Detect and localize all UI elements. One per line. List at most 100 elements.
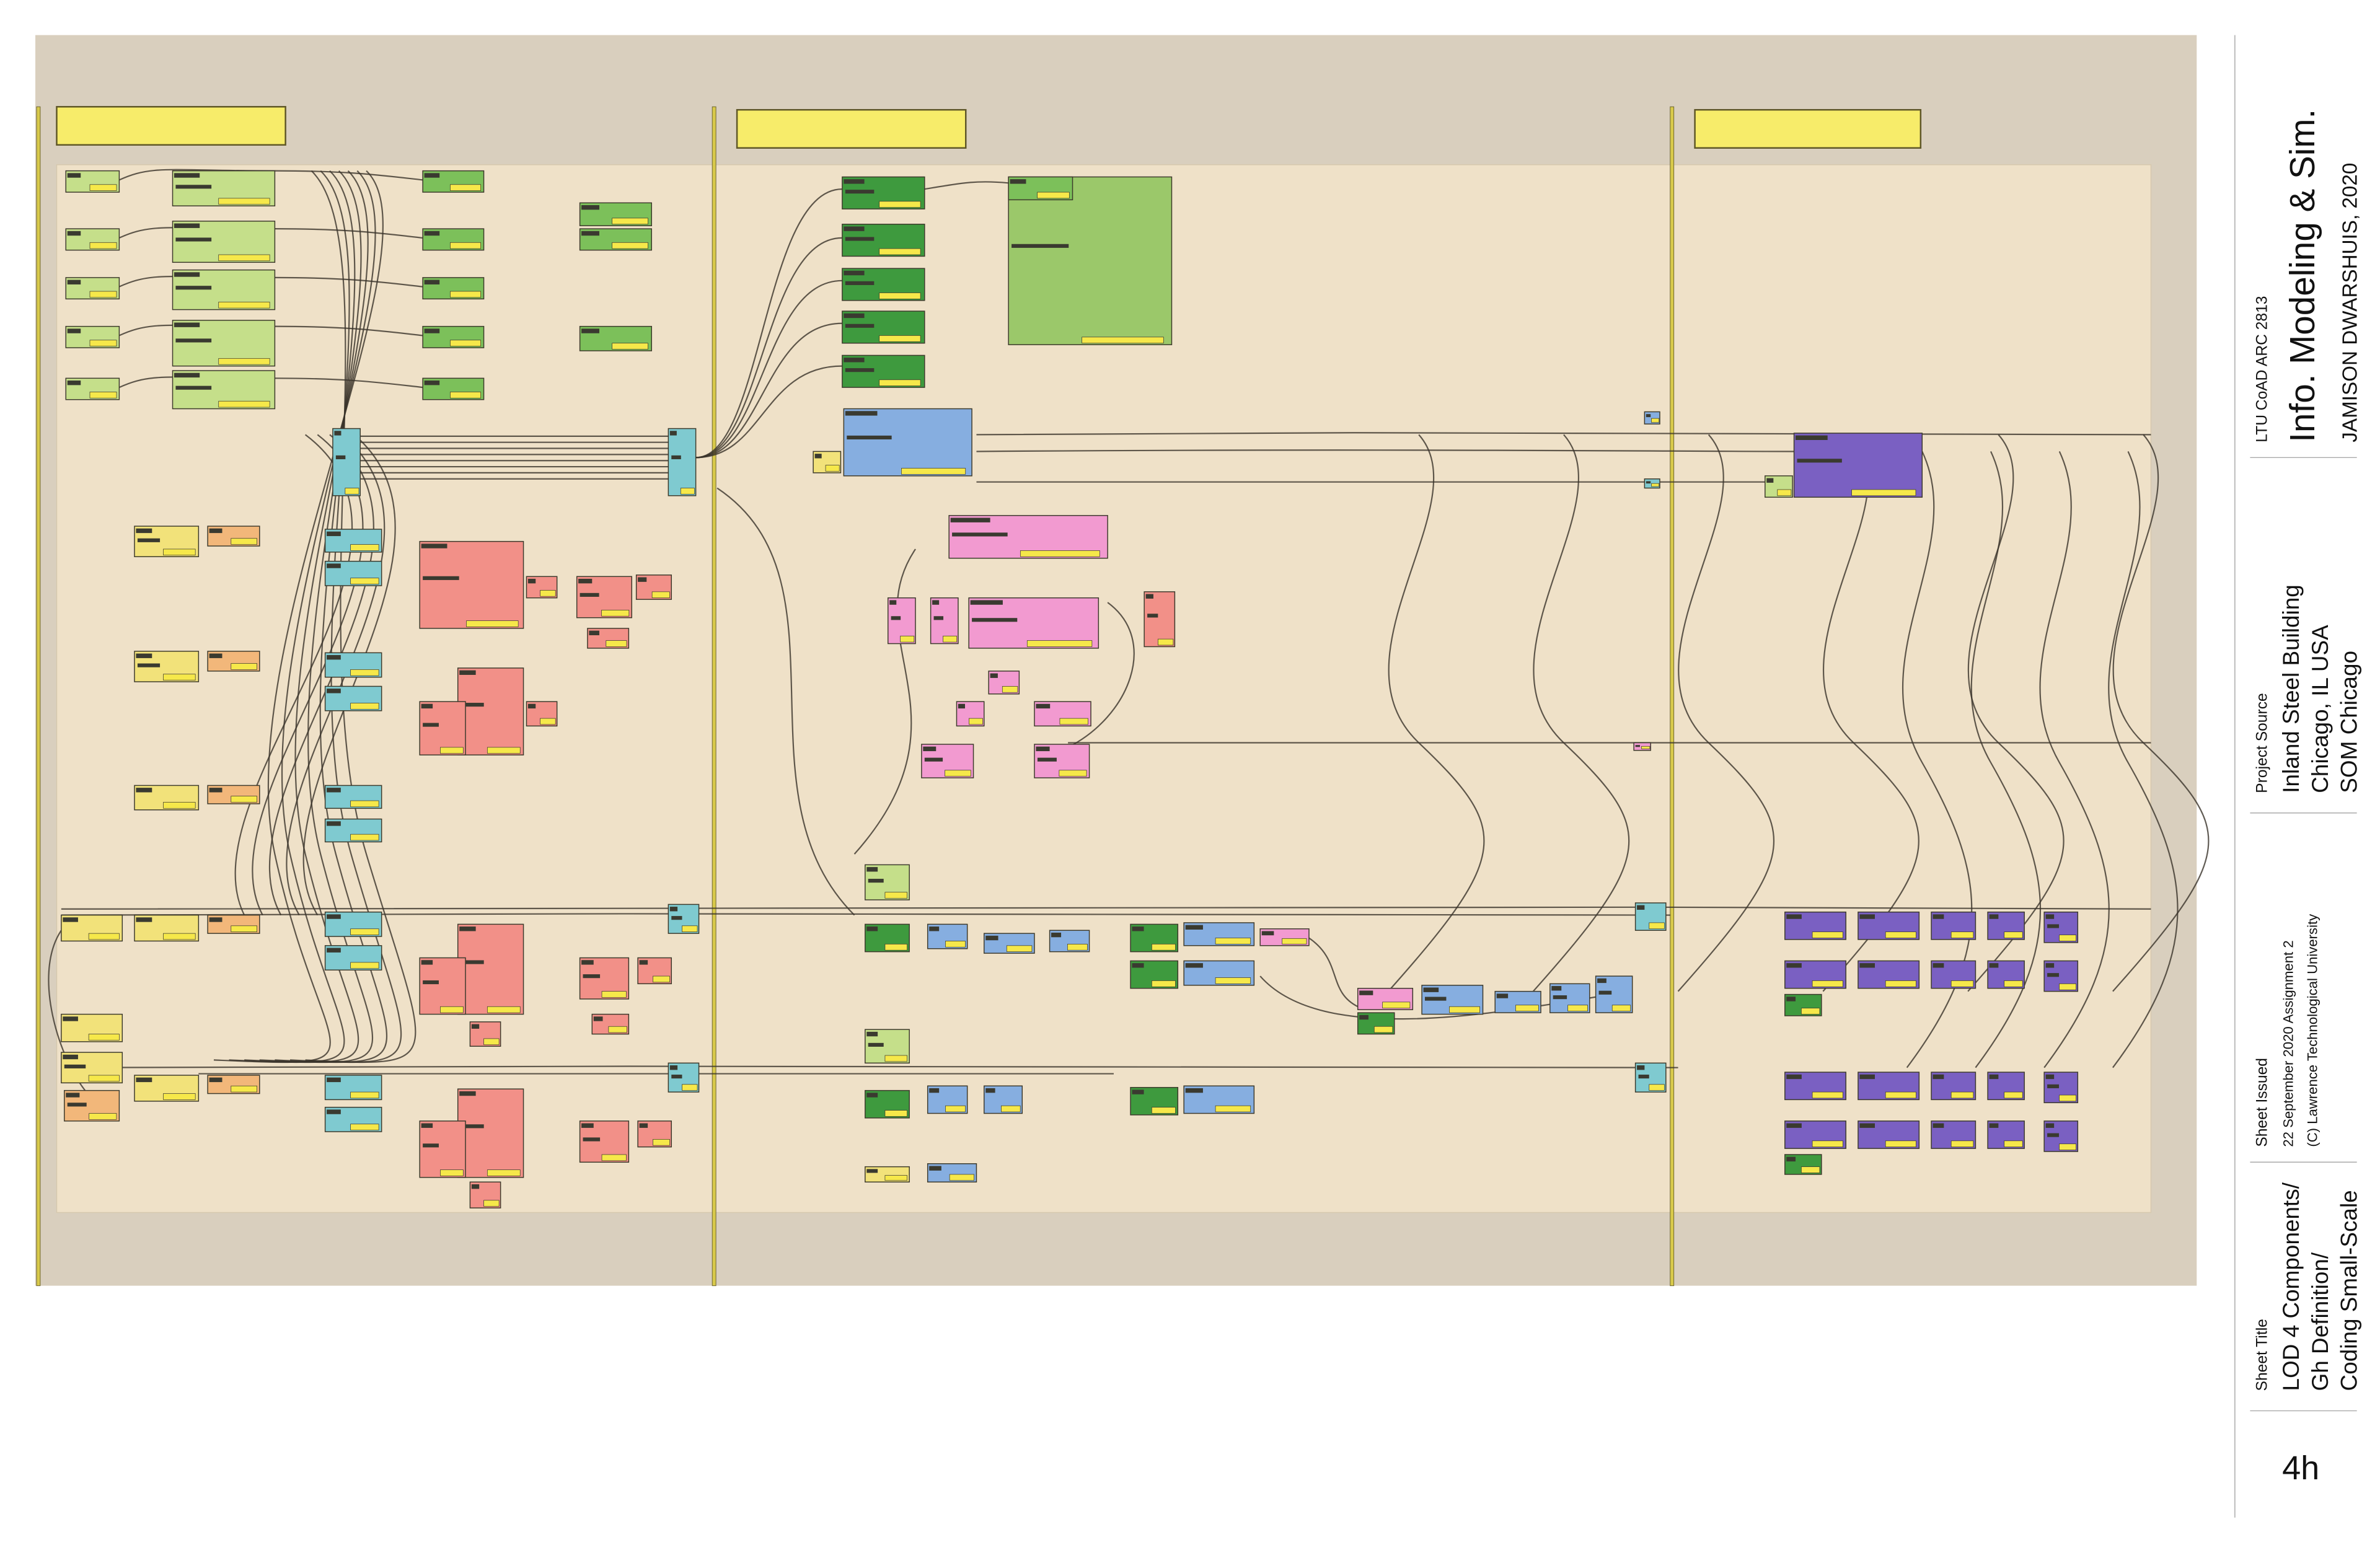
component-port (327, 788, 341, 793)
wire (61, 1065, 1678, 1068)
component-node (324, 685, 382, 711)
parameter-slider (350, 578, 379, 584)
component-port (1598, 990, 1612, 995)
component-port (844, 226, 865, 231)
component-port (63, 1016, 78, 1021)
wire (1532, 434, 1630, 992)
parameter-slider (1885, 980, 1916, 987)
component-port (136, 653, 152, 658)
component-port (1010, 179, 1026, 184)
component-port (866, 1169, 878, 1173)
parameter-slider (901, 468, 966, 475)
parameter-slider (1950, 931, 1974, 938)
parameter-slider (1151, 980, 1176, 987)
component-port (1036, 703, 1051, 709)
component-port (175, 385, 212, 390)
component-port (421, 544, 447, 548)
component-node (64, 1089, 120, 1122)
component-node (172, 320, 276, 367)
component-node (207, 785, 260, 804)
component-port (2047, 924, 2060, 928)
parameter-slider (440, 747, 464, 754)
component-node (930, 597, 959, 645)
component-port (929, 1166, 941, 1171)
component-port (421, 1123, 433, 1128)
parameter-slider (466, 620, 519, 627)
component-body (419, 1120, 466, 1178)
component-layer (61, 170, 2079, 1208)
component-node (637, 957, 672, 985)
component-node (1034, 744, 1090, 778)
component-port (889, 600, 897, 605)
parameter-slider (350, 703, 379, 710)
component-port (1786, 914, 1802, 919)
component-body (1144, 591, 1176, 648)
parameter-slider (879, 335, 921, 342)
component-port (972, 618, 1018, 622)
component-port (639, 960, 648, 965)
wire (1967, 434, 2065, 992)
parameter-slider (601, 1154, 627, 1161)
wire (2108, 451, 2179, 1068)
parameter-slider (1449, 1006, 1480, 1013)
component-node (457, 1088, 524, 1178)
component-port (423, 723, 439, 727)
component-node (134, 651, 200, 682)
wire (2039, 451, 2110, 1068)
course-title: Info. Modeling & Sim. (2283, 109, 2322, 442)
component-node (422, 228, 485, 251)
component-port (327, 948, 341, 953)
component-port (1051, 932, 1062, 938)
project-source-label: Project Source (2254, 693, 2270, 793)
wire (695, 322, 842, 459)
parameter-slider (884, 1055, 907, 1062)
group-header-2 (736, 108, 967, 149)
component-body (1008, 176, 1173, 345)
parameter-slider (825, 465, 840, 472)
component-port (136, 528, 152, 534)
parameter-slider (2004, 980, 2023, 987)
parameter-slider (1641, 746, 1651, 749)
component-port (424, 328, 440, 333)
component-node (134, 785, 200, 811)
component-node (927, 1163, 977, 1183)
component-port (581, 205, 599, 210)
component-port (423, 1143, 439, 1148)
component-port (1359, 990, 1373, 995)
component-port (844, 313, 865, 319)
component-node (843, 408, 972, 477)
sheet-number: 4h (2282, 1450, 2319, 1487)
component-node (865, 1166, 910, 1183)
component-port (1933, 1074, 1944, 1080)
parameter-slider (350, 928, 379, 935)
component-node (61, 1013, 123, 1042)
component-body (457, 923, 524, 1015)
component-port (64, 1064, 86, 1068)
component-port (1796, 435, 1828, 441)
author: JAMISON DWARSHUIS, 2020 (2339, 163, 2362, 442)
parameter-slider (1851, 489, 1916, 496)
component-node (921, 744, 974, 778)
component-port (671, 916, 682, 920)
component-node (419, 540, 524, 629)
component-port (1637, 905, 1645, 910)
component-port (1147, 614, 1158, 618)
component-port (845, 411, 878, 416)
component-node (1634, 1062, 1667, 1093)
component-node (842, 176, 925, 209)
component-port (583, 1137, 601, 1142)
parameter-slider (1006, 945, 1033, 953)
component-node (1144, 591, 1176, 648)
component-port (175, 237, 212, 242)
component-node (587, 628, 630, 649)
parameter-slider (1567, 1005, 1588, 1012)
component-node (1034, 701, 1091, 727)
component-port (1786, 1156, 1796, 1162)
component-node (1858, 911, 1920, 940)
parameter-slider (651, 591, 670, 599)
parameter-slider (88, 1075, 120, 1082)
component-port (424, 231, 440, 236)
parameter-slider (612, 343, 648, 350)
component-port (958, 703, 966, 709)
parameter-slider (1611, 1005, 1631, 1012)
